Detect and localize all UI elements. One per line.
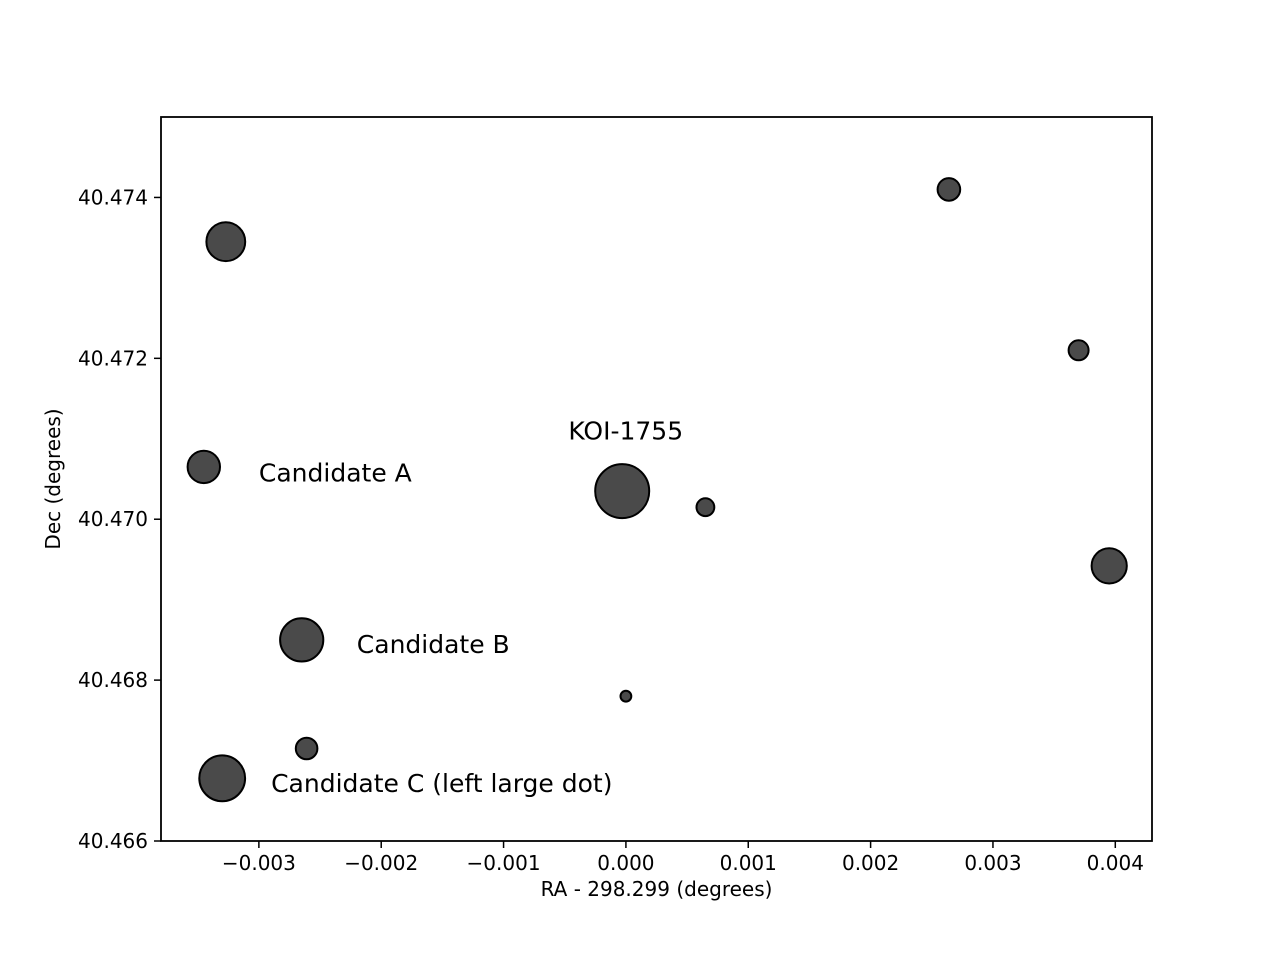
x-tick-label-4: 0.001: [720, 851, 777, 875]
y-tick-label-1: 40.468: [78, 668, 148, 692]
x-tick-label-0: −0.003: [222, 851, 296, 875]
data-points: [186, 177, 1128, 803]
x-tick-label-7: 0.004: [1087, 851, 1144, 875]
data-point-5: [205, 221, 247, 263]
data-point-3: [279, 617, 325, 663]
annotation-2: Candidate A: [259, 459, 412, 488]
data-point-10: [1067, 339, 1090, 362]
annotation-3: Candidate B: [357, 630, 510, 659]
y-tick-label-4: 40.474: [78, 185, 148, 209]
y-tick-label-0: 40.466: [78, 829, 148, 853]
x-tick-label-6: 0.003: [964, 851, 1021, 875]
data-point-6: [294, 736, 319, 761]
data-point-11: [1090, 547, 1128, 585]
data-point-7: [695, 497, 716, 518]
data-point-2: [186, 449, 222, 485]
point-annotations: KOI-1755 Candidate A Candidate B Candidate …: [259, 417, 683, 798]
data-point-9: [936, 177, 962, 202]
x-axis-label: RA - 298.299 (degrees): [541, 877, 773, 901]
x-tick-label-2: −0.001: [467, 851, 541, 875]
data-point-8: [619, 689, 633, 703]
y-axis-ticks: 40.466 40.468 40.470 40.472 40.474: [78, 185, 161, 853]
y-axis-label: Dec (degrees): [41, 408, 65, 549]
x-tick-label-1: −0.002: [344, 851, 418, 875]
y-tick-label-3: 40.472: [78, 346, 148, 370]
x-tick-label-3: 0.000: [597, 851, 654, 875]
data-point-1: [594, 463, 651, 520]
x-axis-ticks: −0.003 −0.002 −0.001 0.000 0.001 0.002 0.003 0.…: [222, 841, 1144, 875]
annotation-4: Candidate C (left large dot): [271, 769, 612, 798]
annotation-1: KOI-1755: [568, 417, 683, 446]
plot-frame: [160, 116, 1153, 842]
x-tick-label-5: 0.002: [842, 851, 899, 875]
data-point-4: [198, 754, 247, 803]
y-tick-label-2: 40.470: [78, 507, 148, 531]
